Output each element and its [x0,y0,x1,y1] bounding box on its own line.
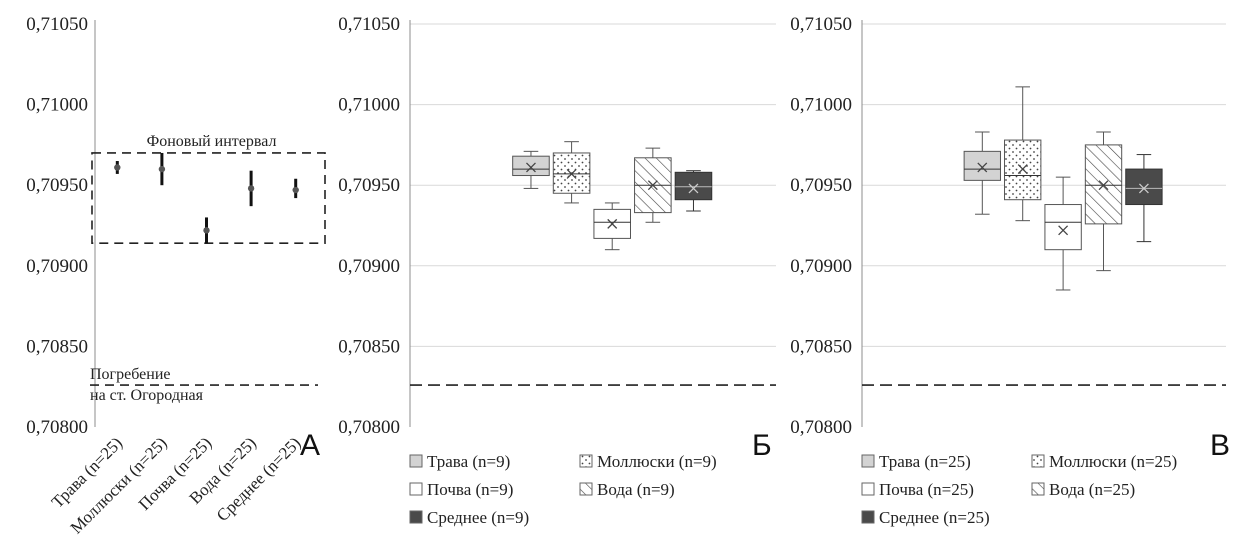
y-tick-label: 0,70900 [338,256,400,277]
mean-marker [647,180,658,191]
panel-letter: А [300,429,320,462]
legend-swatch [579,482,593,496]
legend-label: Моллюски (n=25) [1049,452,1177,471]
y-tick-label: 0,70900 [26,256,88,277]
burial-label: на ст. Огородная [90,387,204,404]
box [1044,204,1082,251]
y-tick-label: 0,70950 [790,175,852,196]
box [963,150,1001,181]
y-tick-label: 0,70950 [338,175,400,196]
mean-marker [688,183,699,194]
legend-label: Трава (n=9) [427,452,510,471]
background-interval-box [91,152,326,245]
burial-label: Погребение [90,366,170,383]
background-interval-label: Фоновый интервал [147,133,277,150]
panel-3: 0,70800 0,70850 0,70900 0,70950 0,71000 0,710… [790,14,1230,527]
panel-1: 0,70800 0,70850 0,70900 0,70950 0,71000 0,710… [26,14,326,537]
y-tick-label: 0,70850 [790,336,852,357]
y-tick-label: 0,71000 [338,95,400,116]
y-tick-label: 0,71050 [338,14,400,35]
mean-marker [1017,164,1028,175]
box [674,171,713,201]
mean-marker [977,162,988,173]
legend-label: Среднее (n=25) [879,508,990,527]
y-tick-label: 0,70950 [26,175,88,196]
legend-swatch [1031,454,1045,468]
chart-layer: 0,70800 0,70850 0,70900 0,70950 0,71000 0,710… [26,14,1230,537]
legend-label: Почва (n=9) [427,480,513,499]
legend-label: Трава (n=25) [879,452,971,471]
legend-swatch [1031,482,1045,496]
y-tick-label: 0,71000 [790,95,852,116]
mean-point [114,164,121,171]
legend-swatch [861,510,875,524]
y-tick-label: 0,70850 [338,336,400,357]
legend-label: Вода (n=25) [1049,480,1135,499]
y-tick-label: 0,70850 [26,336,88,357]
y-tick-label: 0,70900 [790,256,852,277]
y-tick-label: 0,70800 [26,417,88,438]
legend-label: Вода (n=9) [597,480,675,499]
panel-letter: Б [752,429,772,462]
box [1125,168,1163,206]
mean-marker [566,168,577,179]
mean-marker [1098,180,1109,191]
legend-swatch [409,482,423,496]
mean-marker [607,218,618,229]
mean-point [247,185,255,192]
legend-label: Моллюски (n=9) [597,452,717,471]
mean-marker [1058,225,1069,236]
y-tick-label: 0,70800 [338,417,400,438]
mean-marker [1138,183,1149,194]
mean-point [203,227,210,234]
y-tick-label: 0,71050 [26,14,88,35]
y-tick-label: 0,70800 [790,417,852,438]
y-tick-label: 0,71000 [26,95,88,116]
legend-label: Среднее (n=9) [427,508,529,527]
mean-point [158,165,166,173]
legend-swatch [861,482,875,496]
box [512,155,550,177]
mean-point [292,186,299,194]
legend-swatch [579,454,593,468]
panel-letter: В [1210,429,1230,462]
y-tick-label: 0,71050 [790,14,852,35]
panel-2: 0,70800 0,70850 0,70900 0,70950 0,71000 0,710… [338,14,776,527]
legend-label: Почва (n=25) [879,480,974,499]
legend-swatch [409,510,423,524]
legend-swatch [409,454,423,468]
legend-swatch [861,454,875,468]
mean-marker [526,162,536,173]
